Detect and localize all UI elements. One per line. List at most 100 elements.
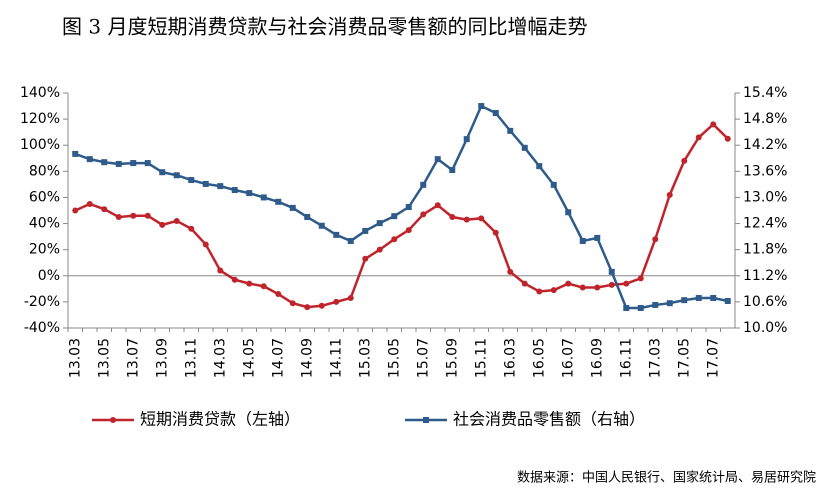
- point: [420, 181, 427, 188]
- y-tick-label: 80%: [29, 163, 60, 179]
- point: [202, 241, 209, 248]
- point: [608, 268, 615, 275]
- point: [565, 280, 572, 287]
- point: [594, 284, 601, 291]
- x-tick-label: 16.09: [589, 338, 605, 378]
- point: [391, 213, 398, 220]
- x-tick-label: 14.07: [270, 338, 286, 378]
- point: [260, 283, 267, 290]
- point: [579, 284, 586, 291]
- y-tick-label: 100%: [20, 137, 60, 153]
- series-line: [74, 122, 729, 309]
- x-tick-label: 15.07: [415, 338, 431, 378]
- source: 数据来源：中国人民银行、国家统计局、易居研究院: [517, 470, 816, 486]
- point: [637, 304, 644, 311]
- point: [376, 246, 383, 253]
- point: [188, 225, 195, 232]
- point: [362, 227, 369, 234]
- point: [159, 169, 166, 176]
- point: [724, 298, 731, 305]
- point: [217, 183, 224, 190]
- point: [405, 227, 412, 234]
- point: [623, 280, 630, 287]
- point: [449, 167, 456, 174]
- x-tick-label: 14.03: [212, 338, 228, 378]
- y2-tick-label: 11.2%: [743, 268, 787, 284]
- y2-tick-label: 10.6%: [743, 294, 787, 310]
- y-tick-label: 20%: [29, 242, 60, 258]
- x-tick-label: 13.07: [125, 338, 141, 378]
- point: [101, 206, 108, 213]
- x-tick-label: 16.07: [560, 338, 576, 378]
- x-tick-label: 13.11: [183, 338, 199, 378]
- point: [463, 136, 470, 143]
- y-tick-label: 120%: [20, 111, 60, 127]
- point: [420, 211, 427, 218]
- point: [246, 190, 253, 197]
- x-tick-label: 16.03: [502, 338, 518, 378]
- point: [231, 276, 238, 283]
- x-tick-label: 15.09: [444, 338, 460, 378]
- point: [579, 237, 586, 244]
- point: [275, 291, 282, 298]
- point: [275, 198, 282, 205]
- point: [173, 217, 180, 224]
- point: [434, 202, 441, 209]
- y2-tick-label: 14.2%: [743, 137, 787, 153]
- chart-title: 图 3 月度短期消费贷款与社会消费品零售额的同比增幅走势: [62, 15, 587, 39]
- y-tick-label: 40%: [29, 216, 60, 232]
- point: [478, 215, 485, 222]
- point: [260, 194, 267, 201]
- x-tick-label: 13.09: [154, 338, 170, 378]
- x-tick-label: 13.03: [67, 338, 83, 378]
- point: [666, 300, 673, 307]
- point: [362, 255, 369, 262]
- point: [376, 220, 383, 227]
- point: [202, 180, 209, 187]
- y-tick-label: 140%: [20, 85, 60, 101]
- x-tick-label: 14.09: [299, 338, 315, 378]
- point: [681, 157, 688, 164]
- y-tick-label: 0%: [38, 268, 60, 284]
- point: [463, 216, 470, 223]
- point: [217, 267, 224, 274]
- legend-label: 短期消费贷款（左轴）: [140, 410, 300, 429]
- point: [115, 214, 122, 221]
- point: [188, 177, 195, 184]
- point: [449, 214, 456, 221]
- x-tick-label: 15.11: [473, 338, 489, 378]
- point: [492, 229, 499, 236]
- y2-tick-label: 15.4%: [743, 85, 787, 101]
- point: [478, 103, 485, 110]
- point: [173, 172, 180, 179]
- point: [521, 144, 528, 151]
- legend-marker: [423, 417, 429, 423]
- x-tick-label: 14.05: [241, 338, 257, 378]
- y-tick-label: -40%: [24, 320, 60, 336]
- point: [565, 209, 572, 216]
- point: [347, 294, 354, 301]
- point: [391, 236, 398, 243]
- point: [318, 222, 325, 229]
- point: [304, 214, 311, 221]
- point: [130, 212, 137, 219]
- point: [333, 231, 340, 238]
- y2-tick-label: 10.0%: [743, 320, 787, 336]
- point: [507, 127, 514, 134]
- y2-tick-label: 11.8%: [743, 242, 787, 258]
- point: [86, 200, 93, 207]
- point: [608, 281, 615, 288]
- x-tick-label: 13.05: [96, 338, 112, 378]
- point: [333, 298, 340, 305]
- point: [492, 110, 499, 117]
- point: [666, 191, 673, 198]
- point: [115, 160, 122, 167]
- point: [159, 221, 166, 228]
- x-tick-label: 17.05: [676, 338, 692, 378]
- x-tick-label: 17.03: [647, 338, 663, 378]
- point: [347, 237, 354, 244]
- x-tick-label: 15.05: [386, 338, 402, 378]
- point: [130, 160, 137, 167]
- y-tick-label: -20%: [24, 294, 60, 310]
